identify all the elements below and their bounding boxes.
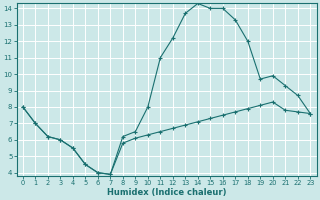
X-axis label: Humidex (Indice chaleur): Humidex (Indice chaleur)	[107, 188, 226, 197]
